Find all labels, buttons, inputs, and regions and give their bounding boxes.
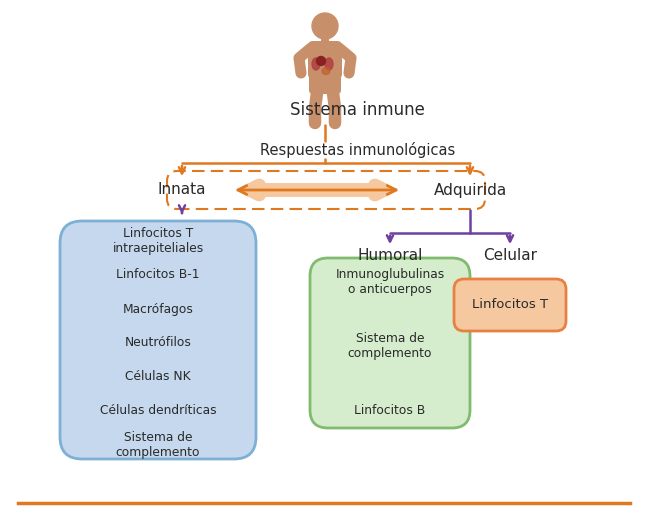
Text: Neutrófilos: Neutrófilos xyxy=(125,336,192,349)
Circle shape xyxy=(317,56,326,65)
FancyBboxPatch shape xyxy=(60,221,256,459)
Text: Humoral: Humoral xyxy=(358,248,423,264)
Ellipse shape xyxy=(312,58,320,70)
Text: Innata: Innata xyxy=(158,183,206,198)
Ellipse shape xyxy=(325,58,333,70)
Text: Linfocitos T
intraepiteliales: Linfocitos T intraepiteliales xyxy=(112,227,203,255)
Text: Linfocitos T: Linfocitos T xyxy=(472,299,548,312)
Text: Células NK: Células NK xyxy=(125,370,191,383)
FancyBboxPatch shape xyxy=(308,41,342,79)
Text: Sistema inmune: Sistema inmune xyxy=(289,101,424,119)
Text: Inmunoglubulinas
o anticuerpos: Inmunoglubulinas o anticuerpos xyxy=(335,268,445,296)
Ellipse shape xyxy=(322,67,330,74)
Text: Adquirida: Adquirida xyxy=(434,183,506,198)
FancyBboxPatch shape xyxy=(310,258,470,428)
Circle shape xyxy=(312,13,338,39)
Text: Células dendríticas: Células dendríticas xyxy=(99,404,216,417)
Text: Sistema de
complemento: Sistema de complemento xyxy=(116,431,200,459)
FancyBboxPatch shape xyxy=(321,37,329,43)
Text: Sistema de
complemento: Sistema de complemento xyxy=(348,332,432,360)
Text: Linfocitos B: Linfocitos B xyxy=(354,404,426,416)
Text: Linfocitos B-1: Linfocitos B-1 xyxy=(116,268,200,281)
FancyBboxPatch shape xyxy=(454,279,566,331)
Text: Macrófagos: Macrófagos xyxy=(123,302,194,315)
Text: Celular: Celular xyxy=(483,248,537,264)
Text: Respuestas inmunológicas: Respuestas inmunológicas xyxy=(261,142,456,158)
FancyBboxPatch shape xyxy=(309,74,341,94)
